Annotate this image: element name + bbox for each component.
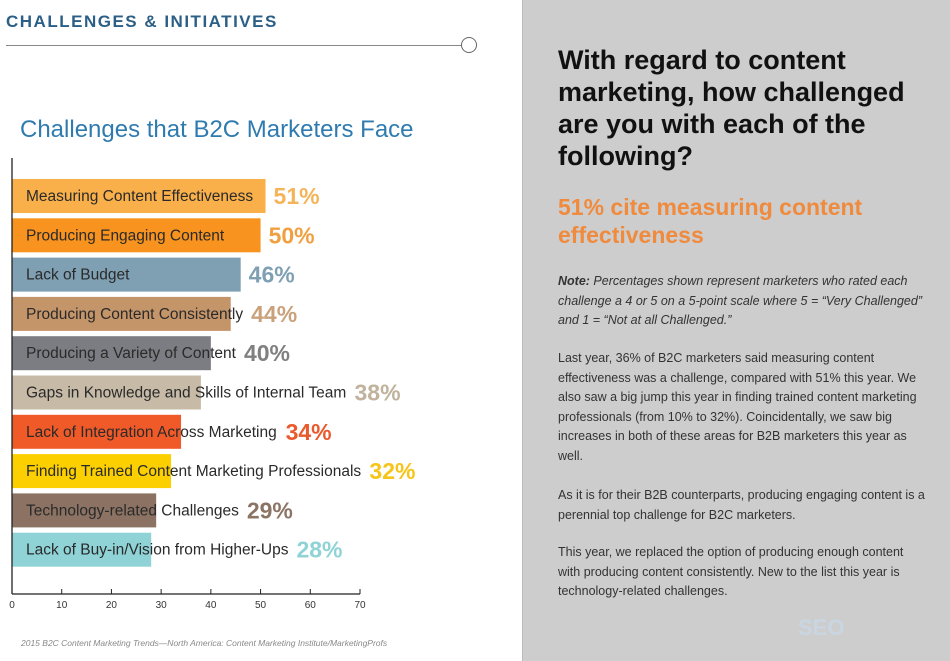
bar-category-label: Lack of Budget [26, 267, 130, 284]
bar-category-label: Technology-related Challenges [26, 502, 239, 519]
bar [12, 336, 211, 371]
bar [12, 179, 266, 213]
bar-value-label: 44% [251, 301, 297, 327]
highlight-stat: 51% cite measuring content effectiveness [558, 194, 863, 248]
x-tick-label: 60 [305, 600, 317, 611]
slider-knob [461, 37, 477, 53]
bar-value-label: 28% [296, 537, 342, 563]
bar-value-label: 29% [247, 497, 293, 523]
bar [12, 375, 201, 410]
bar-category-label: Gaps in Knowledge and Skills of Internal… [26, 385, 346, 402]
bar [12, 414, 182, 449]
chart-source: 2015 B2C Content Marketing Trends—North … [21, 638, 388, 648]
bar-chart: Measuring Content Effectiveness 51% Produc… [9, 158, 415, 611]
bar-value-label: 32% [369, 458, 415, 484]
x-tick-label: 70 [354, 600, 366, 611]
bar-value-label: 50% [269, 222, 315, 248]
bar-category-label: Measuring Content Effectiveness [26, 188, 253, 205]
divider [6, 45, 462, 46]
question-heading: With regard to content marketing, how ch… [558, 45, 905, 171]
bar-category-label: Producing Content Consistently [26, 306, 243, 323]
bar [12, 218, 261, 253]
bar-category-label: Finding Trained Content Marketing Profes… [26, 463, 361, 480]
bar-value-label: 40% [244, 340, 290, 366]
bar-value-label: 38% [355, 380, 401, 406]
paragraph-3: This year, we replaced the option of pro… [558, 545, 904, 598]
section-heading: CHALLENGES & INITIATIVES [6, 12, 278, 31]
chart-panel: CHALLENGES & INITIATIVES Challenges that… [6, 12, 477, 648]
bar-value-label: 51% [274, 183, 320, 209]
chart-title: Challenges that B2C Marketers Face [20, 116, 414, 143]
x-tick-label: 50 [255, 600, 267, 611]
x-tick-label: 0 [9, 600, 15, 611]
watermark-logo: SEO [798, 615, 845, 640]
text-panel: With regard to content marketing, how ch… [522, 0, 950, 661]
bar [12, 257, 241, 292]
note-text: Percentages shown represent marketers wh… [558, 274, 922, 327]
bar [12, 532, 152, 567]
x-tick-label: 20 [106, 600, 118, 611]
bar [12, 454, 172, 489]
x-tick-label: 40 [205, 600, 217, 611]
paragraph-2: As it is for their B2B counterparts, pro… [558, 488, 925, 522]
note-paragraph: Note: Percentages shown represent market… [558, 272, 928, 331]
bar-value-label: 46% [249, 262, 295, 288]
bar [12, 493, 157, 528]
bar-category-label: Lack of Integration Across Marketing [26, 424, 277, 441]
bar-category-label: Lack of Buy-in/Vision from Higher-Ups [26, 542, 289, 559]
note-label: Note: [558, 274, 590, 288]
bar [12, 296, 231, 331]
bar-category-label: Producing a Variety of Content [26, 345, 237, 362]
x-tick-label: 30 [156, 600, 168, 611]
bar-value-label: 34% [286, 419, 332, 445]
bar-category-label: Producing Engaging Content [26, 227, 225, 244]
x-tick-label: 10 [56, 600, 68, 611]
paragraph-1: Last year, 36% of B2C marketers said mea… [558, 351, 917, 463]
